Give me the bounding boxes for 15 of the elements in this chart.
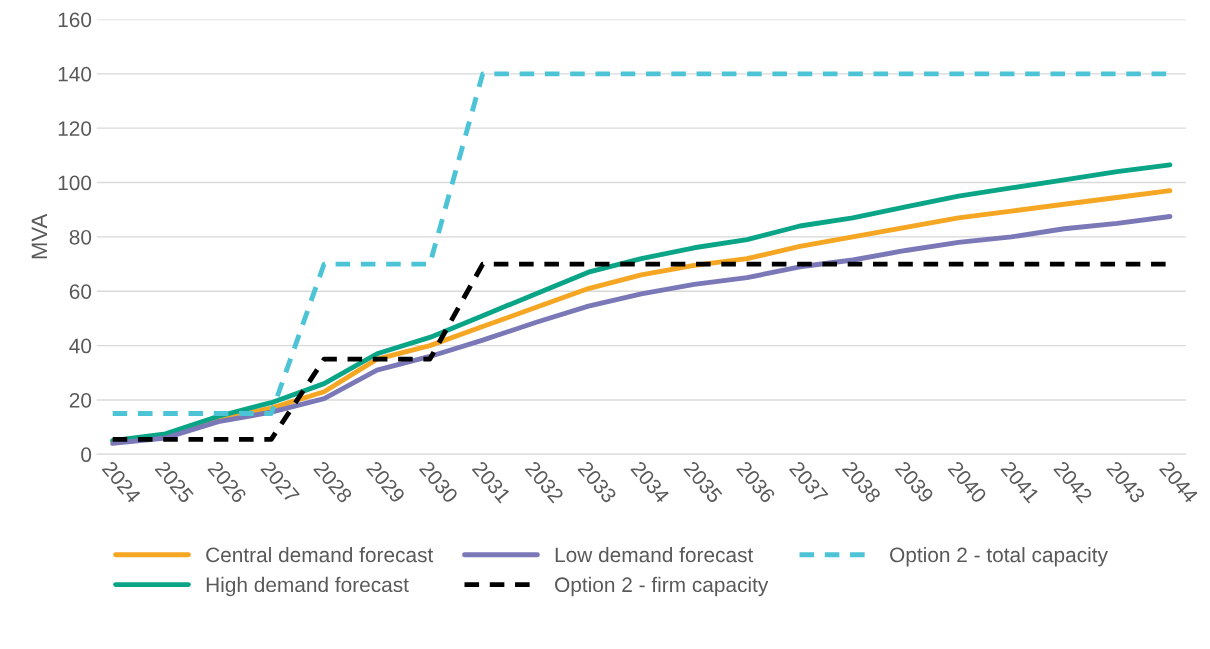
y-tick-label: 160	[58, 12, 92, 28]
y-tick-label: 40	[69, 338, 92, 354]
y-tick-label: 100	[58, 175, 92, 191]
y-tick-label: 20	[69, 392, 92, 408]
y-tick-label: 0	[81, 447, 92, 463]
y-tick-label: 120	[58, 121, 92, 136]
legend-label: Low demand forecast	[555, 546, 754, 563]
y-tick-label: 80	[69, 229, 92, 245]
legend-label: Central demand forecast	[206, 546, 434, 563]
legend-label: High demand forecast	[206, 576, 409, 597]
legend-label: Option 2 - firm capacity	[555, 576, 769, 597]
y-axis-title: MVA	[31, 213, 48, 259]
y-tick-label: 60	[69, 284, 92, 299]
y-tick-label: 140	[58, 66, 92, 82]
legend-label: Option 2 - total capacity	[890, 546, 1108, 567]
